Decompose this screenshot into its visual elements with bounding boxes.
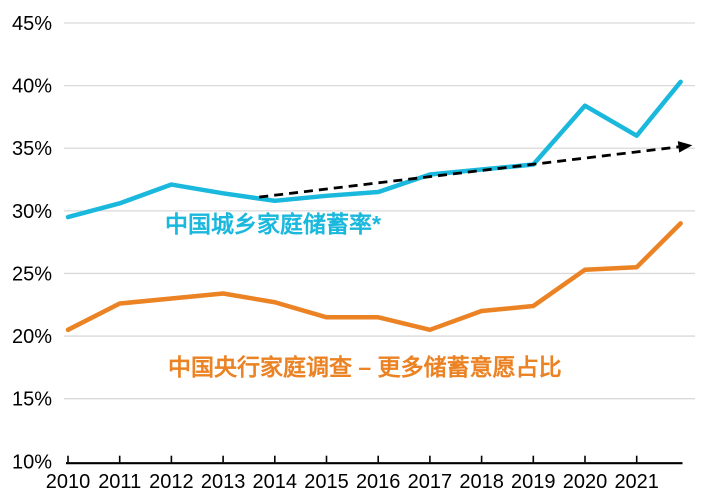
y-axis-tick-label: 40% bbox=[12, 76, 52, 98]
series-line-pboc-survey bbox=[65, 221, 683, 333]
series-line-savings-rate bbox=[65, 79, 683, 220]
x-axis-group: 2010 2011 2012 2013 2014 2015 2016 2017 2018 2019… bbox=[46, 455, 683, 493]
x-axis-tick-label: 2010 bbox=[46, 471, 91, 493]
x-axis-tick-label: 2011 bbox=[98, 471, 141, 493]
x-axis-tick-label: 2021 bbox=[614, 471, 659, 493]
y-axis-labels-group: 45% 40% 35% 30% 25% 20% 15% 10% bbox=[12, 13, 52, 473]
y-axis-tick-label: 15% bbox=[12, 389, 52, 411]
y-axis-tick-label: 35% bbox=[12, 138, 52, 160]
y-axis-tick-label: 25% bbox=[12, 263, 52, 285]
x-axis-tick-label: 2012 bbox=[149, 471, 194, 493]
x-axis-tick-label: 2018 bbox=[459, 471, 504, 493]
trend-dashed-line bbox=[259, 145, 679, 199]
x-axis-tick-label: 2016 bbox=[356, 471, 401, 493]
y-axis-tick-label: 45% bbox=[12, 13, 52, 35]
y-axis-tick-label: 20% bbox=[12, 326, 52, 348]
gridlines-group bbox=[64, 22, 695, 400]
x-axis-tick-label: 2019 bbox=[511, 471, 556, 493]
x-axis-tick-label: 2020 bbox=[563, 471, 608, 493]
trend-arrow-group bbox=[259, 141, 693, 199]
series-label-pboc-survey: 中国央行家庭调查 – 更多储蓄意愿占比 bbox=[168, 354, 562, 380]
trend-arrowhead bbox=[677, 141, 693, 153]
x-axis-tick-label: 2013 bbox=[201, 471, 246, 493]
y-axis-tick-label: 30% bbox=[12, 201, 52, 223]
x-axis-tick-label: 2014 bbox=[253, 471, 298, 493]
x-axis-tick-label: 2015 bbox=[304, 471, 349, 493]
y-axis-tick-label: 10% bbox=[12, 451, 52, 473]
x-axis-tick-label: 2017 bbox=[408, 471, 453, 493]
series-label-savings-rate: 中国城乡家庭储蓄率* bbox=[165, 211, 381, 237]
